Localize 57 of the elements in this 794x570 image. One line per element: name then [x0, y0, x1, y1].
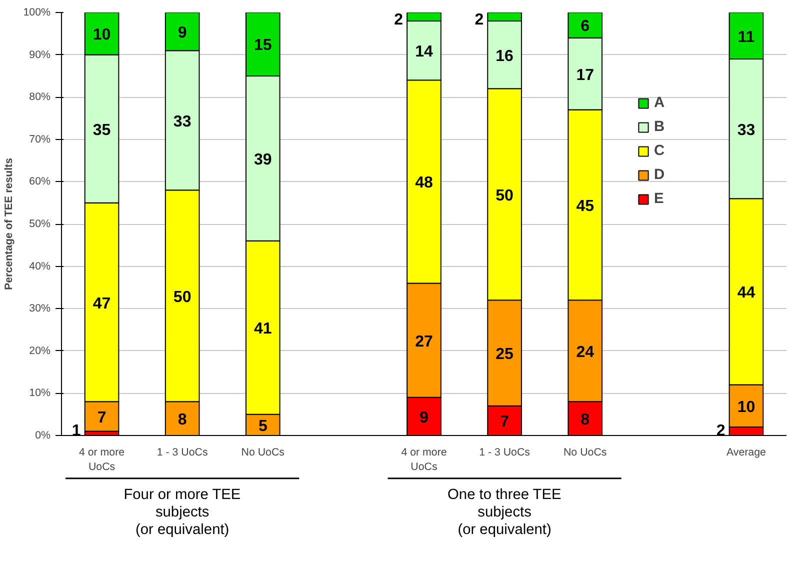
data-label: 33: [173, 113, 192, 130]
data-label: 8: [580, 412, 590, 429]
y-tick-label: 40%: [29, 260, 52, 272]
data-label: 17: [576, 66, 594, 84]
y-tick-label: 100%: [23, 6, 52, 18]
data-label: 41: [254, 320, 272, 338]
data-label: 35: [92, 122, 111, 139]
data-label: 48: [415, 174, 433, 192]
data-label: 24: [576, 344, 594, 361]
x-tick-label: 4 or more UoCs: [78, 446, 125, 473]
y-tick-label: 80%: [29, 91, 52, 104]
data-label: 9: [178, 24, 187, 42]
data-label: 2: [474, 12, 484, 28]
data-label: 45: [576, 198, 594, 215]
x-tick-label: No UoCs: [241, 446, 285, 458]
data-label: 33: [737, 122, 756, 139]
data-label: 14: [415, 44, 433, 61]
text: Four or more TEE subjects (or equivalent): [124, 486, 241, 538]
y-tick-label: 90%: [29, 48, 52, 61]
y-tick-label: 70%: [29, 133, 52, 146]
data-label: 5: [258, 418, 268, 435]
x-tick-label: Average: [726, 446, 766, 458]
legend-label: E: [654, 191, 665, 207]
legend-label: B: [654, 119, 666, 135]
y-tick-label: 10%: [29, 387, 52, 400]
legend-label: A: [654, 95, 666, 111]
legend-label: C: [654, 143, 666, 159]
x-tick-label: 1 - 3 UoCs: [479, 446, 530, 458]
data-label: 27: [415, 333, 433, 350]
data-label: 10: [92, 26, 111, 44]
data-label: 25: [496, 346, 514, 364]
data-label: 7: [97, 409, 106, 426]
y-tick-label: 20%: [29, 344, 52, 357]
data-label: 10: [737, 398, 756, 416]
y-tick-label: 60%: [29, 176, 52, 188]
data-label: 2: [394, 12, 404, 28]
data-label: 50: [173, 288, 192, 306]
data-label: 39: [254, 151, 272, 168]
data-label: 15: [254, 37, 272, 54]
data-label: 6: [580, 18, 590, 36]
legend-label: D: [654, 167, 666, 183]
data-label: 11: [738, 28, 755, 46]
data-label: 9: [420, 409, 429, 426]
y-tick-label: 0%: [35, 430, 52, 442]
x-tick-label: No UoCs: [563, 446, 607, 458]
data-label: 44: [737, 284, 756, 302]
data-label: 7: [500, 414, 510, 431]
text: One to three TEE subjects (or equivalent): [448, 486, 562, 538]
y-axis-title: Percentage of TEE results: [3, 158, 16, 290]
x-tick-label: 4 or more UoCs: [401, 446, 447, 473]
data-label: 50: [496, 187, 514, 204]
y-tick-label: 30%: [29, 302, 52, 315]
data-label: 47: [92, 295, 111, 312]
x-tick-label: 1 - 3 UoCs: [156, 446, 208, 458]
y-tick-label: 50%: [29, 218, 52, 230]
data-label: 16: [496, 48, 514, 65]
data-label: 8: [178, 412, 187, 429]
